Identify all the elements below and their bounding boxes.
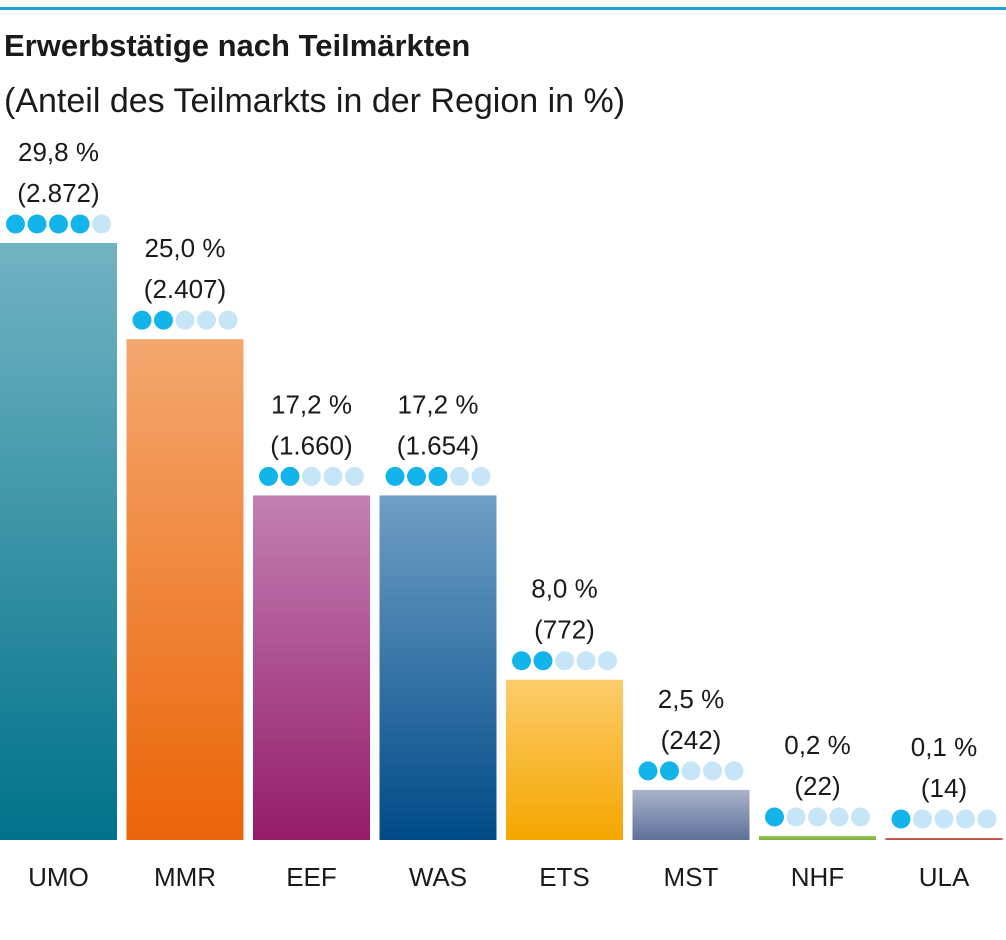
rating-dot: [154, 310, 173, 330]
rating-dots: [385, 466, 491, 486]
chart-title: Erwerbstätige nach Teilmärkten: [4, 28, 470, 63]
rating-dot: [345, 466, 364, 486]
rating-dot: [428, 466, 448, 486]
bar: [632, 789, 750, 840]
value-label: 2,5 %: [658, 684, 725, 714]
rating-dot: [323, 466, 343, 486]
value-label: 0,1 %: [911, 732, 978, 762]
rating-dot: [576, 651, 596, 671]
x-tick-label: UMO: [28, 862, 89, 892]
rating-dot: [765, 807, 784, 827]
chart-subtitle: (Anteil des Teilmarkts in der Region in …: [4, 82, 625, 120]
rating-dot: [660, 761, 679, 781]
rating-dot: [533, 651, 553, 671]
rating-dot: [259, 466, 278, 486]
rating-dots: [638, 761, 744, 781]
count-label: (22): [794, 771, 840, 801]
count-label: (2.872): [17, 178, 99, 208]
rating-dot: [851, 807, 870, 827]
bar: [253, 495, 370, 840]
rating-dot: [808, 807, 827, 827]
value-label: 29,8 %: [18, 137, 99, 167]
rating-dot: [913, 809, 932, 829]
rating-dot: [132, 310, 152, 330]
rating-dot: [450, 466, 469, 486]
rating-dot: [92, 214, 111, 234]
x-tick-label: MST: [664, 862, 719, 892]
rating-dots: [259, 466, 364, 486]
bar: [759, 835, 876, 840]
rating-dot: [598, 651, 617, 671]
rating-dot: [934, 809, 954, 829]
count-label: (2.407): [144, 274, 226, 304]
x-tick-label: ETS: [539, 862, 590, 892]
rating-dots: [512, 651, 617, 671]
rating-dot: [512, 651, 531, 671]
top-rule: [0, 7, 1006, 10]
x-tick-label: WAS: [409, 862, 467, 892]
count-label: (1.654): [397, 430, 479, 460]
rating-dot: [407, 466, 426, 486]
bar: [0, 243, 117, 840]
rating-dot: [280, 466, 300, 486]
rating-dot: [681, 761, 701, 781]
rating-dots: [6, 214, 111, 234]
rating-dot: [638, 761, 658, 781]
x-tick-label: ULA: [919, 862, 970, 892]
value-label: 8,0 %: [531, 574, 598, 604]
x-tick-label: NHF: [791, 862, 844, 892]
count-label: (14): [921, 773, 967, 803]
rating-dots: [132, 310, 238, 330]
count-label: (1.660): [270, 430, 352, 460]
rating-dot: [977, 809, 997, 829]
rating-dot: [70, 214, 90, 234]
rating-dot: [703, 761, 722, 781]
value-label: 0,2 %: [784, 730, 851, 760]
bar: [379, 495, 497, 840]
rating-dot: [49, 214, 68, 234]
rating-dot: [27, 214, 47, 234]
rating-dots: [765, 807, 870, 827]
rating-dot: [829, 807, 849, 827]
rating-dot: [6, 214, 25, 234]
rating-dot: [891, 809, 911, 829]
x-tick-label: MMR: [154, 862, 216, 892]
count-label: (242): [661, 725, 722, 755]
rating-dot: [302, 466, 321, 486]
bar: [885, 837, 1003, 840]
rating-dot: [385, 466, 405, 486]
value-label: 25,0 %: [145, 233, 226, 263]
rating-dot: [197, 310, 216, 330]
rating-dot: [786, 807, 806, 827]
rating-dots: [891, 809, 997, 829]
bar: [506, 679, 623, 840]
value-label: 17,2 %: [271, 389, 352, 419]
rating-dot: [218, 310, 238, 330]
bar: [126, 339, 244, 840]
rating-dot: [956, 809, 975, 829]
value-label: 17,2 %: [398, 389, 479, 419]
rating-dot: [555, 651, 574, 671]
rating-dot: [724, 761, 744, 781]
count-label: (772): [534, 615, 595, 645]
rating-dot: [471, 466, 491, 486]
x-tick-label: EEF: [286, 862, 337, 892]
rating-dot: [175, 310, 195, 330]
